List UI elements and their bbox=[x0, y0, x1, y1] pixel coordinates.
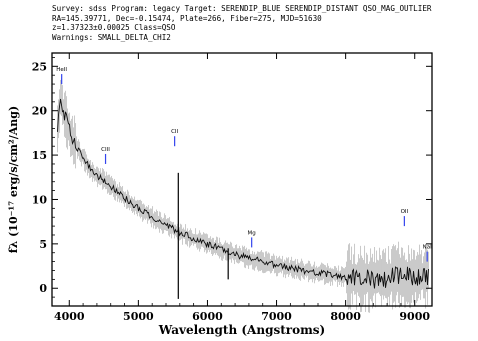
y-tick-label: 5 bbox=[39, 238, 47, 251]
x-axis-label: Wavelength (Angstroms) bbox=[158, 323, 325, 337]
x-tick-label: 5000 bbox=[123, 310, 154, 323]
header-line-redshift: z=1.37323±0.00025 Class=QSO bbox=[52, 23, 176, 33]
line-label: NaI bbox=[423, 245, 432, 251]
y-tick-label: 15 bbox=[32, 149, 47, 162]
spectrum-series bbox=[57, 98, 429, 289]
emission-line-labels: HeII CIII CII Mg OII NaI bbox=[56, 67, 432, 262]
y-tick-label: 25 bbox=[32, 60, 47, 73]
y-tick-label: 20 bbox=[32, 105, 48, 118]
line-label: Mg bbox=[248, 230, 256, 236]
x-axis-ticks: 4000 5000 6000 7000 8000 9000 bbox=[54, 53, 430, 323]
line-label: OII bbox=[401, 209, 409, 215]
x-tick-label: 4000 bbox=[54, 310, 85, 323]
artifact-spikes bbox=[177, 172, 229, 299]
y-axis-ticks: 0 5 10 15 20 25 bbox=[32, 57, 432, 298]
line-label: CII bbox=[171, 129, 178, 135]
plot-frame bbox=[51, 52, 433, 307]
line-label: HeII bbox=[56, 67, 67, 73]
x-tick-label: 7000 bbox=[261, 310, 292, 323]
x-tick-label: 9000 bbox=[399, 310, 430, 323]
header-line-coordinates: RA=145.39771, Dec=-0.15474, Plate=266, F… bbox=[52, 13, 322, 23]
spectrum-line bbox=[57, 98, 429, 289]
x-tick-label: 8000 bbox=[330, 310, 361, 323]
x-tick-label: 6000 bbox=[192, 310, 223, 323]
line-label: CIII bbox=[101, 147, 110, 153]
header-line-warnings: Warnings: SMALL_DELTA_CHI2 bbox=[52, 32, 171, 42]
y-axis-label: fλ (10⁻¹⁷ erg/s/cm²/Ang) bbox=[7, 106, 20, 253]
spectrum-header: Survey: sdss Program: legacy Target: SER… bbox=[52, 4, 431, 42]
header-line-survey: Survey: sdss Program: legacy Target: SER… bbox=[52, 4, 432, 13]
y-tick-label: 10 bbox=[32, 193, 48, 206]
y-tick-label: 0 bbox=[39, 282, 47, 295]
